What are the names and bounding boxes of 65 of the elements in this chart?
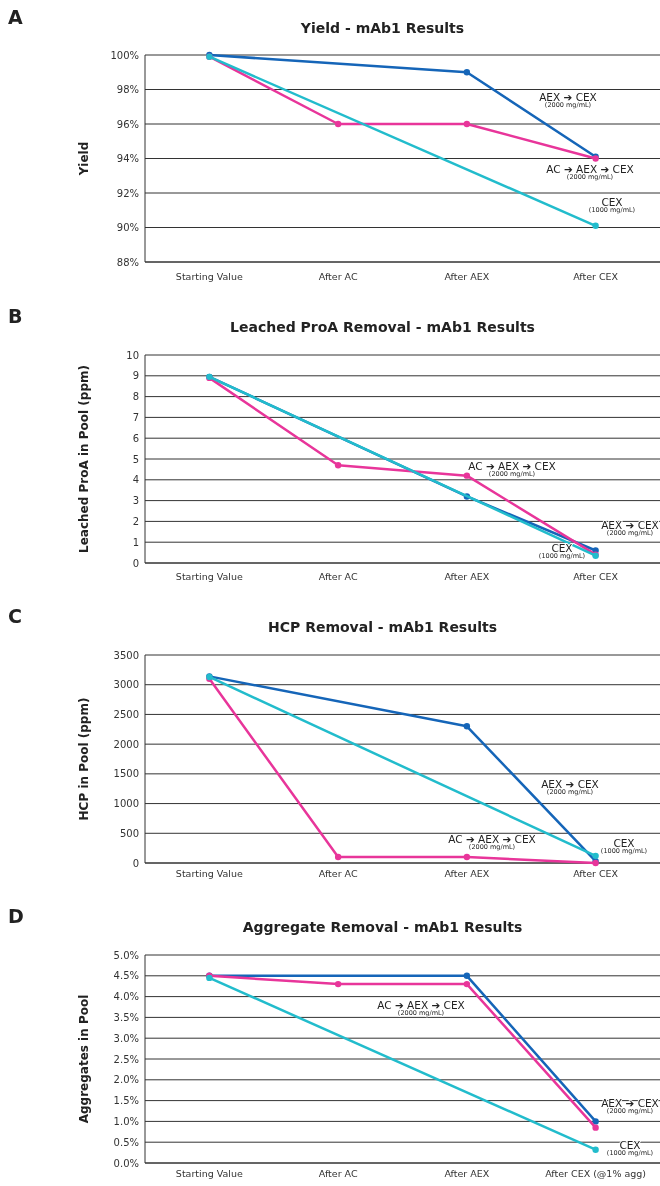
chart-title: Leached ProA Removal - mAb1 Results — [230, 319, 535, 335]
text: A — [8, 6, 23, 28]
y-tick-label: 92% — [116, 187, 139, 199]
y-tick-label: 0.0% — [113, 1157, 139, 1169]
y-tick-label: 500 — [119, 827, 139, 839]
y-tick-label: 3.0% — [113, 1032, 139, 1044]
y-tick-label: 1.0% — [113, 1115, 139, 1127]
y-tick-label: 7 — [132, 411, 139, 423]
y-tick-label: 3500 — [113, 649, 139, 661]
y-tick-label: 0.5% — [113, 1136, 139, 1148]
x-tick-label: After AEX — [444, 1168, 490, 1179]
y-tick-label: 2500 — [113, 708, 139, 720]
y-axis-title: Aggregates in Pool — [77, 994, 91, 1124]
y-tick-label: 98% — [116, 84, 139, 95]
y-tick-label: 9 — [132, 370, 139, 382]
text: D — [8, 905, 24, 927]
x-tick-label: Starting Value — [175, 571, 244, 582]
text: C — [8, 605, 22, 627]
y-axis-title: Leached ProA in Pool (ppm) — [77, 365, 91, 553]
y-tick-label: 4.0% — [113, 991, 139, 1003]
y-tick-label: 6 — [132, 432, 139, 444]
x-tick-label: After CEX — [573, 271, 619, 282]
y-tick-label: 5 — [132, 453, 139, 465]
y-tick-label: 3000 — [113, 679, 139, 691]
y-tick-label: 10 — [126, 349, 139, 361]
y-tick-label: 2000 — [113, 738, 139, 750]
y-tick-label: 4 — [132, 474, 139, 486]
y-tick-label: 2.0% — [113, 1074, 139, 1086]
y-tick-label: 4.5% — [113, 970, 139, 982]
x-tick-label: Starting Value — [175, 1168, 244, 1179]
x-tick-label: After CEX (@1% agg) — [545, 1168, 647, 1179]
x-tick-label: After AEX — [444, 868, 490, 879]
x-tick-label: After AC — [318, 571, 358, 582]
y-tick-label: 1000 — [113, 798, 139, 810]
y-axis-title: HCP in Pool (ppm) — [77, 697, 91, 821]
y-tick-label: 0 — [132, 857, 139, 869]
x-tick-label: After AC — [318, 271, 358, 282]
x-tick-label: After AEX — [444, 271, 490, 282]
y-tick-label: 90% — [116, 222, 139, 233]
x-tick-label: After AC — [318, 868, 358, 879]
x-tick-label: After CEX — [573, 571, 619, 582]
y-tick-label: 100% — [110, 49, 139, 61]
y-tick-label: 3.5% — [113, 1011, 139, 1023]
text: B — [8, 305, 23, 327]
y-tick-label: 94% — [116, 153, 139, 164]
x-tick-label: After AEX — [444, 571, 490, 582]
x-tick-label: After CEX — [573, 868, 619, 879]
y-tick-label: 2.5% — [113, 1053, 139, 1065]
y-tick-label: 96% — [116, 118, 139, 130]
y-tick-label: 88% — [116, 256, 139, 268]
y-tick-label: 1 — [132, 536, 139, 548]
y-tick-label: 8 — [132, 391, 139, 403]
y-tick-label: 5.0% — [113, 949, 139, 961]
chart-title: HCP Removal - mAb1 Results — [268, 619, 497, 635]
y-tick-label: 0 — [132, 557, 139, 569]
chart-title: Yield - mAb1 Results — [299, 20, 465, 36]
y-axis-title: Yield — [77, 141, 91, 177]
y-tick-label: 3 — [132, 495, 139, 507]
y-tick-label: 1.5% — [113, 1095, 139, 1107]
y-tick-label: 1500 — [113, 768, 139, 780]
y-tick-label: 2 — [132, 515, 139, 527]
x-tick-label: After AC — [318, 1168, 358, 1179]
x-tick-label: Starting Value — [175, 868, 244, 879]
x-tick-label: Starting Value — [175, 271, 244, 282]
chart-title: Aggregate Removal - mAb1 Results — [242, 919, 523, 935]
